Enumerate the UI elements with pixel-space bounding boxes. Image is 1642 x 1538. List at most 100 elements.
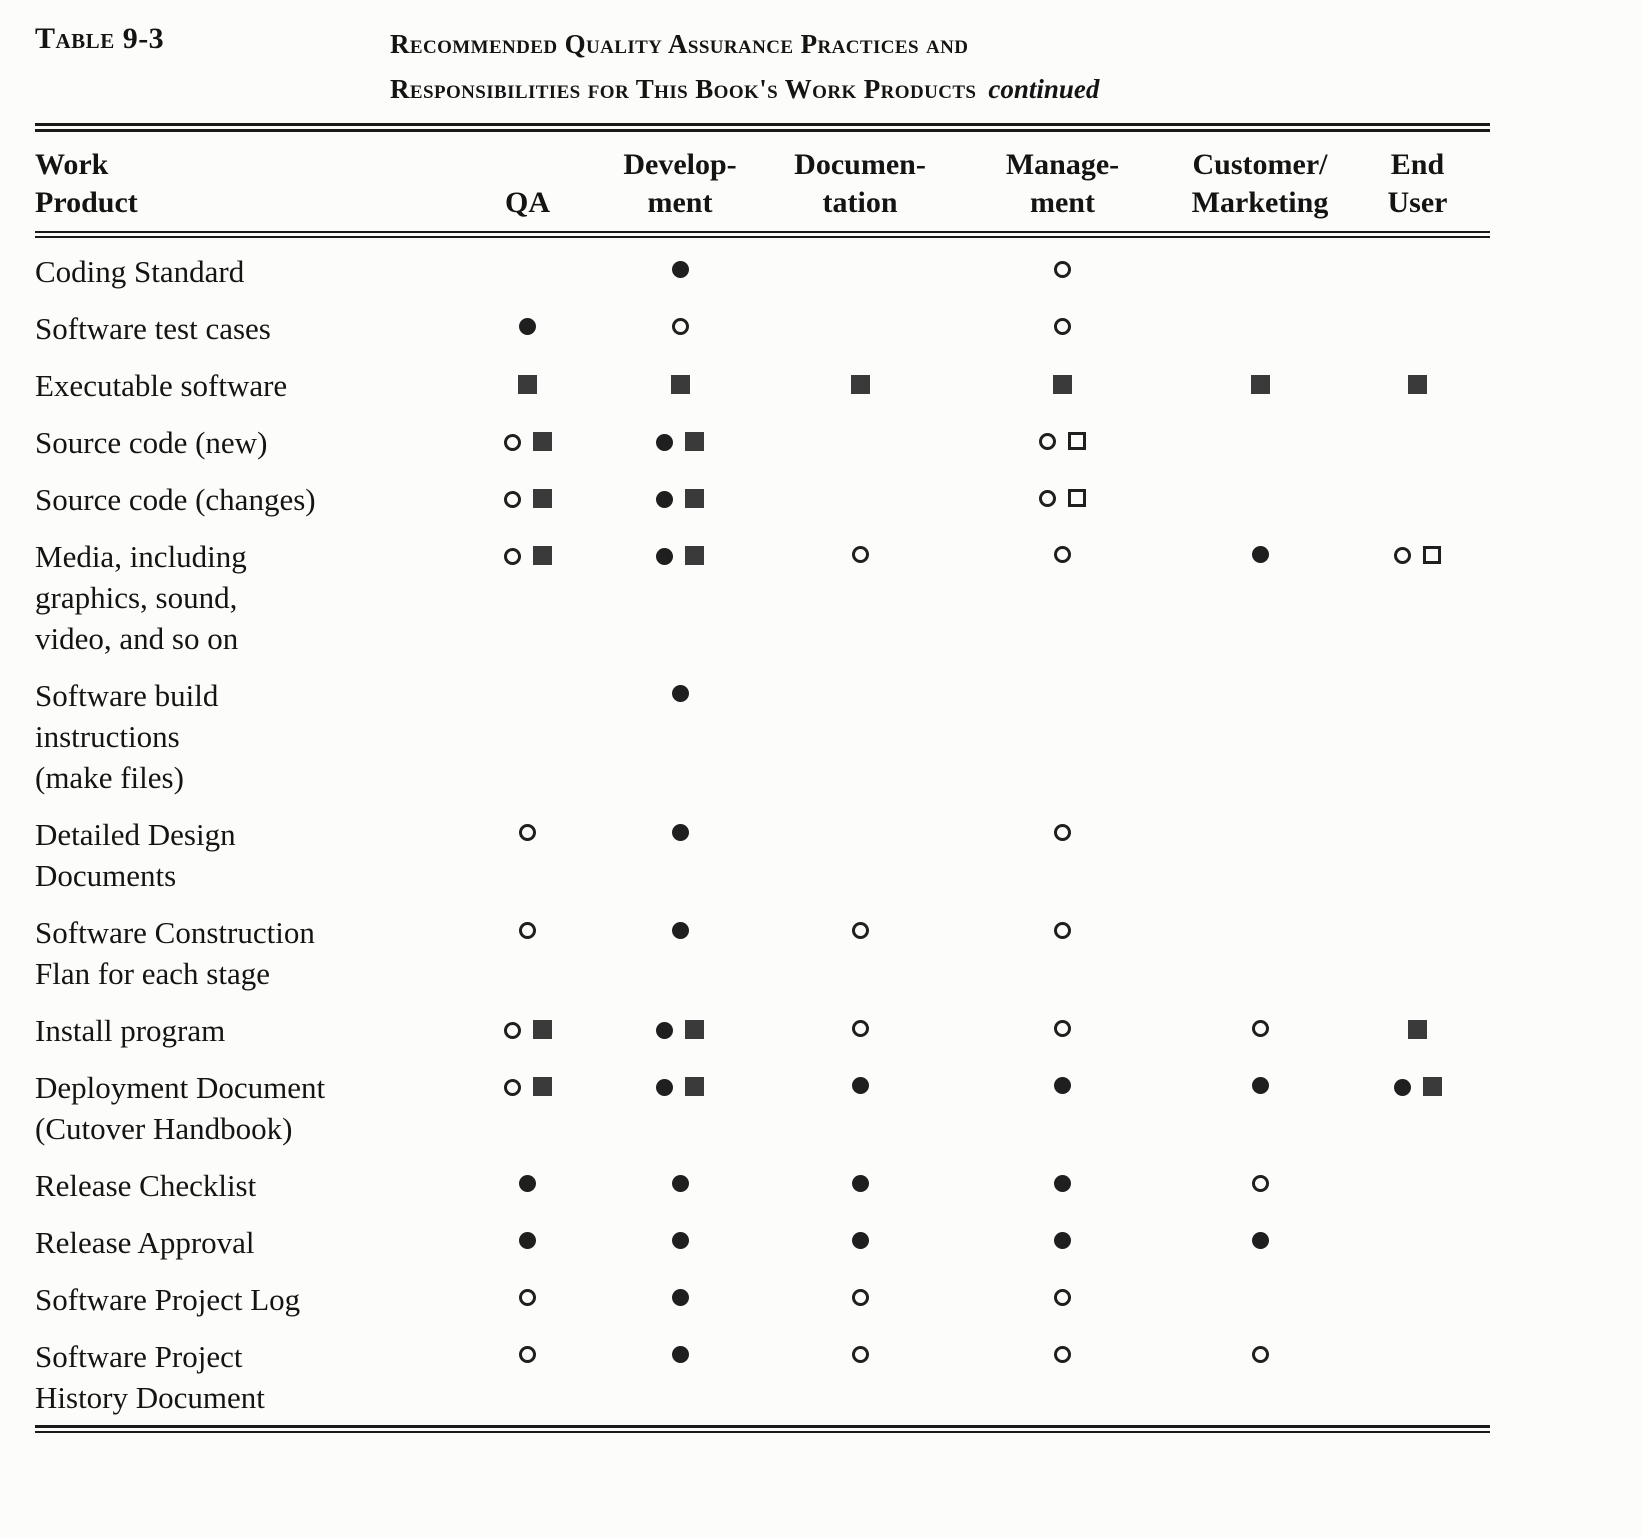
responsibility-cell bbox=[1345, 235, 1490, 300]
responsibility-cell bbox=[1175, 299, 1345, 356]
open-circle-icon bbox=[503, 1022, 521, 1040]
filled-square-icon bbox=[532, 1077, 552, 1097]
responsibility-cell bbox=[950, 1156, 1175, 1213]
responsibility-cell bbox=[950, 1001, 1175, 1058]
title-line-2-wrap: Responsibilities for This Book's Work Pr… bbox=[390, 67, 1099, 112]
responsibility-cell bbox=[770, 470, 950, 527]
open-circle-icon bbox=[519, 922, 536, 940]
table-title: Recommended Quality Assurance Practices … bbox=[390, 22, 1099, 111]
responsibility-cell bbox=[770, 1058, 950, 1156]
column-header-work-product: Work Product bbox=[35, 132, 465, 239]
responsibility-cell bbox=[590, 356, 770, 413]
responsibility-cell bbox=[1345, 1327, 1490, 1425]
filled-square-icon bbox=[532, 489, 552, 509]
responsibility-cell bbox=[1345, 903, 1490, 1001]
open-circle-icon bbox=[851, 546, 869, 564]
responsibility-cell bbox=[465, 356, 590, 413]
responsibility-cell bbox=[590, 1213, 770, 1270]
open-circle-icon bbox=[1054, 1289, 1071, 1307]
open-circle-icon bbox=[1054, 824, 1071, 842]
table-row: Source code (changes) bbox=[35, 470, 1490, 527]
filled-square-icon bbox=[532, 1020, 552, 1040]
table-row: Media, including graphics, sound, video,… bbox=[35, 527, 1490, 666]
bottom-double-rule bbox=[35, 1425, 1490, 1434]
responsibility-cell bbox=[590, 527, 770, 666]
top-double-rule bbox=[35, 123, 1490, 133]
responsibility-cell bbox=[1175, 1001, 1345, 1058]
filled-square-icon bbox=[1422, 1077, 1442, 1097]
table-row: Install program bbox=[35, 1001, 1490, 1058]
responsibility-cell bbox=[465, 299, 590, 356]
work-product-name: Software test cases bbox=[35, 311, 271, 347]
filled-circle-icon bbox=[656, 1079, 673, 1097]
filled-square-icon bbox=[850, 375, 870, 395]
filled-circle-icon bbox=[519, 1232, 536, 1250]
work-product-name: Coding Standard bbox=[35, 254, 245, 290]
responsibility-cell bbox=[1175, 527, 1345, 666]
column-header-development: Develop- ment bbox=[590, 132, 770, 239]
filled-square-icon bbox=[685, 1020, 704, 1040]
open-square-icon bbox=[1423, 546, 1441, 565]
scanned-book-page: Table 9-3 Recommended Quality Assurance … bbox=[35, 22, 1490, 1434]
column-header-management: Manage- ment bbox=[950, 132, 1175, 239]
open-circle-icon bbox=[1039, 433, 1056, 451]
open-circle-icon bbox=[503, 548, 521, 566]
responsibility-cell bbox=[465, 1270, 590, 1327]
responsibility-cell bbox=[770, 1213, 950, 1270]
responsibility-cell bbox=[950, 413, 1175, 470]
responsibility-cell bbox=[1175, 356, 1345, 413]
filled-circle-icon bbox=[671, 1346, 689, 1364]
filled-square-icon bbox=[532, 546, 552, 566]
filled-square-icon bbox=[1053, 375, 1072, 395]
responsibility-cell bbox=[1345, 1058, 1490, 1156]
filled-square-icon bbox=[685, 1077, 704, 1097]
open-square-icon bbox=[1068, 432, 1086, 451]
filled-circle-icon bbox=[519, 318, 536, 336]
open-circle-icon bbox=[851, 1020, 869, 1038]
filled-circle-icon bbox=[656, 434, 673, 452]
responsibility-cell bbox=[1345, 470, 1490, 527]
open-circle-icon bbox=[519, 1346, 536, 1364]
responsibility-cell bbox=[1345, 527, 1490, 666]
responsibility-cell bbox=[465, 1327, 590, 1425]
work-product-name: Software build instructions (make files) bbox=[35, 678, 219, 796]
responsibility-cell bbox=[770, 1327, 950, 1425]
responsibility-cell bbox=[950, 356, 1175, 413]
filled-square-icon bbox=[1408, 375, 1427, 395]
open-circle-icon bbox=[503, 434, 521, 452]
responsibility-cell bbox=[950, 1327, 1175, 1425]
table-row: Detailed Design Documents bbox=[35, 805, 1490, 903]
responsibility-cell bbox=[1175, 470, 1345, 527]
filled-circle-icon bbox=[671, 1289, 689, 1307]
open-circle-icon bbox=[851, 922, 869, 940]
responsibility-cell bbox=[1345, 1156, 1490, 1213]
responsibility-cell bbox=[1345, 299, 1490, 356]
open-circle-icon bbox=[1251, 1346, 1269, 1364]
open-circle-icon bbox=[1054, 261, 1071, 279]
responsibility-cell bbox=[465, 903, 590, 1001]
responsibility-cell bbox=[1175, 1270, 1345, 1327]
open-circle-icon bbox=[1251, 1020, 1269, 1038]
filled-circle-icon bbox=[851, 1175, 869, 1193]
responsibility-cell bbox=[770, 1270, 950, 1327]
filled-square-icon bbox=[1250, 375, 1270, 395]
filled-circle-icon bbox=[1251, 1077, 1269, 1095]
responsibility-cell bbox=[950, 235, 1175, 300]
open-circle-icon bbox=[503, 1079, 521, 1097]
work-product-name: Executable software bbox=[35, 368, 288, 404]
responsibility-cell bbox=[590, 235, 770, 300]
qa-responsibilities-table: Work Product QA Develop- ment Documen- t… bbox=[35, 132, 1490, 1425]
open-circle-icon bbox=[1251, 1175, 1269, 1193]
responsibility-cell bbox=[770, 356, 950, 413]
open-square-icon bbox=[1068, 489, 1086, 508]
responsibility-cell bbox=[950, 1213, 1175, 1270]
filled-square-icon bbox=[685, 546, 704, 566]
responsibility-cell bbox=[465, 1058, 590, 1156]
column-header-documentation: Documen- tation bbox=[770, 132, 950, 239]
table-row: Software build instructions (make files) bbox=[35, 666, 1490, 805]
table-row: Deployment Document (Cutover Handbook) bbox=[35, 1058, 1490, 1156]
work-product-name: Deployment Document (Cutover Handbook) bbox=[35, 1070, 326, 1147]
filled-square-icon bbox=[685, 489, 704, 509]
responsibility-cell bbox=[1345, 356, 1490, 413]
open-circle-icon bbox=[1054, 1346, 1071, 1364]
